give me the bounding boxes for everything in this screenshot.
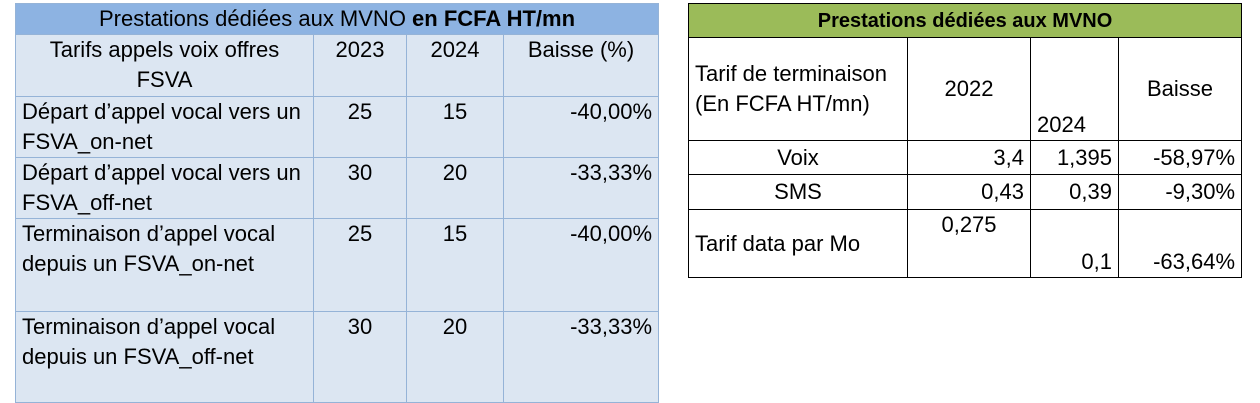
cell: Terminaison d’appel vocal depuis un FSVA… bbox=[15, 311, 314, 403]
cell: 15 bbox=[406, 96, 504, 158]
cell: -58,97% bbox=[1117, 140, 1243, 175]
cell: Terminaison d’appel vocal depuis un FSVA… bbox=[15, 218, 314, 312]
cell: -63,64% bbox=[1117, 209, 1243, 278]
cell: 20 bbox=[406, 157, 504, 219]
header-cell: Tarifs appels voix offres FSVA bbox=[15, 34, 314, 97]
title-bold: en FCFA HT/mn bbox=[412, 6, 576, 31]
cell: 1,395 bbox=[1030, 140, 1119, 175]
cell: 25 bbox=[313, 96, 407, 158]
cell: Départ d’appel vocal vers un FSVA_off-ne… bbox=[15, 157, 314, 219]
cell: -40,00% bbox=[502, 218, 660, 312]
header-cell: Baisse (%) bbox=[502, 34, 660, 97]
cell: 30 bbox=[313, 311, 407, 403]
header-cell: 2024 bbox=[1030, 37, 1119, 141]
cell: -33,33% bbox=[502, 311, 660, 403]
cell: 15 bbox=[406, 218, 504, 312]
left-table: Prestations dédiées aux MVNO en FCFA HT/… bbox=[14, 3, 660, 403]
cell: -40,00% bbox=[502, 96, 660, 158]
cell: SMS bbox=[688, 174, 908, 210]
cell: Départ d’appel vocal vers un FSVA_on-net bbox=[15, 96, 314, 158]
header-cell: 2022 bbox=[907, 37, 1031, 141]
cell: 0,275 bbox=[907, 209, 1031, 278]
cell: 0,1 bbox=[1030, 209, 1119, 278]
table-title: Prestations dédiées aux MVNO bbox=[687, 3, 1243, 38]
header-cell: 2023 bbox=[313, 34, 407, 97]
right-table: Prestations dédiées aux MVNO Tarif de te… bbox=[687, 3, 1243, 278]
cell: -33,33% bbox=[502, 157, 660, 219]
cell: 20 bbox=[406, 311, 504, 403]
cell: Voix bbox=[688, 140, 908, 175]
table-title: Prestations dédiées aux MVNO en FCFA HT/… bbox=[14, 3, 660, 35]
cell: 30 bbox=[313, 157, 407, 219]
header-cell: Tarif de terminaison (En FCFA HT/mn) bbox=[688, 37, 908, 141]
header-cell: Baisse bbox=[1117, 37, 1243, 141]
title: Prestations dédiées aux MVNO bbox=[99, 6, 413, 31]
cell: 0,43 bbox=[907, 174, 1031, 210]
cell: 25 bbox=[313, 218, 407, 312]
cell: -9,30% bbox=[1117, 174, 1243, 210]
cell: Tarif data par Mo bbox=[688, 209, 908, 278]
cell: 0,39 bbox=[1030, 174, 1119, 210]
cell: 3,4 bbox=[907, 140, 1031, 175]
header-cell: 2024 bbox=[406, 34, 504, 97]
